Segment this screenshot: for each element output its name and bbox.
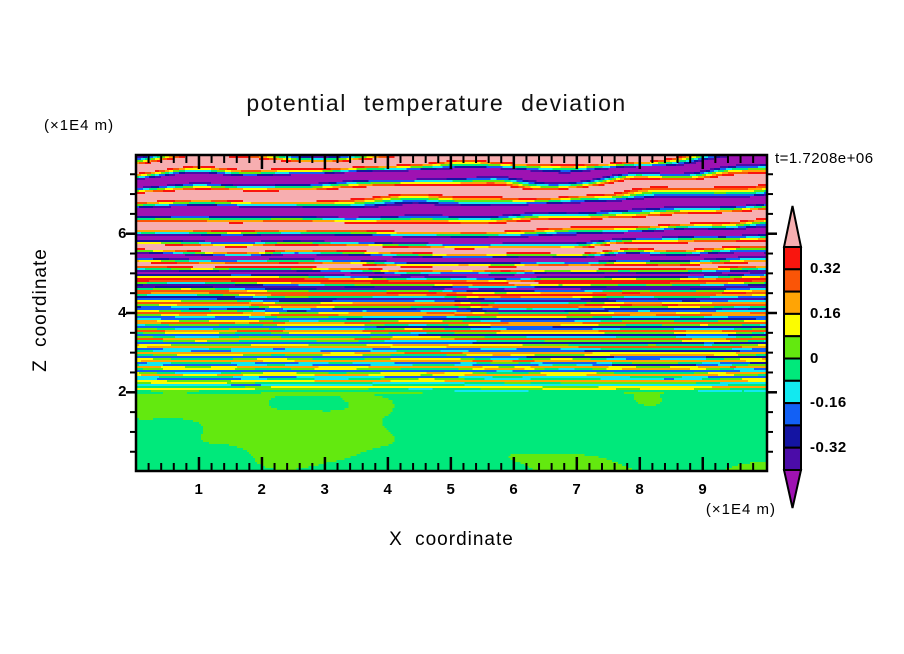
x-tick-label: 6: [509, 481, 519, 498]
time-annotation: t=1.7208e+06: [775, 150, 874, 167]
x-axis-label: X coordinate: [389, 529, 514, 550]
colorbar-segment: [783, 424, 802, 449]
colorbar-tick-label: 0.16: [810, 304, 842, 322]
z-axis-unit-label: (×1E4 m): [44, 117, 115, 134]
x-tick-label: 4: [383, 481, 393, 498]
z-tick-label: 4: [118, 304, 127, 321]
colorbar-segment: [783, 335, 802, 360]
colorbar-segment: [783, 379, 802, 405]
z-tick-label: 2: [118, 383, 127, 401]
x-tick-label: 7: [572, 481, 582, 498]
colorbar-segment: [783, 290, 802, 315]
colorbar-tick-label: -0.16: [810, 394, 847, 412]
colorbar-segment: [783, 446, 802, 472]
colorbar-segment: [783, 312, 802, 338]
colorbar-segment: [783, 246, 802, 271]
x-tick-label: 5: [446, 481, 456, 498]
colorbar-tick-label: -0.32: [810, 438, 847, 456]
x-axis-unit-label: (×1E4 m): [705, 501, 776, 518]
y-axis-label: Z coordinate: [30, 248, 51, 372]
colorbar-tick-label: 0.32: [810, 260, 842, 278]
contour-field: [137, 156, 766, 470]
colorbar-segment: [783, 268, 802, 293]
x-tick-label: 3: [320, 481, 330, 498]
z-tick-label: 6: [118, 224, 127, 242]
colorbar-over-arrow: [782, 205, 803, 248]
x-tick-label: 8: [635, 481, 645, 498]
colorbar-tick-label: 0: [810, 349, 819, 367]
colorbar-segment: [783, 357, 802, 382]
x-tick-label: 2: [257, 481, 267, 498]
plot-title: potential temperature deviation: [246, 90, 627, 116]
x-tick-label: 1: [194, 481, 204, 498]
colorbar-under-arrow: [782, 469, 803, 509]
colorbar-segment: [783, 402, 802, 427]
x-tick-label: 9: [698, 481, 708, 498]
